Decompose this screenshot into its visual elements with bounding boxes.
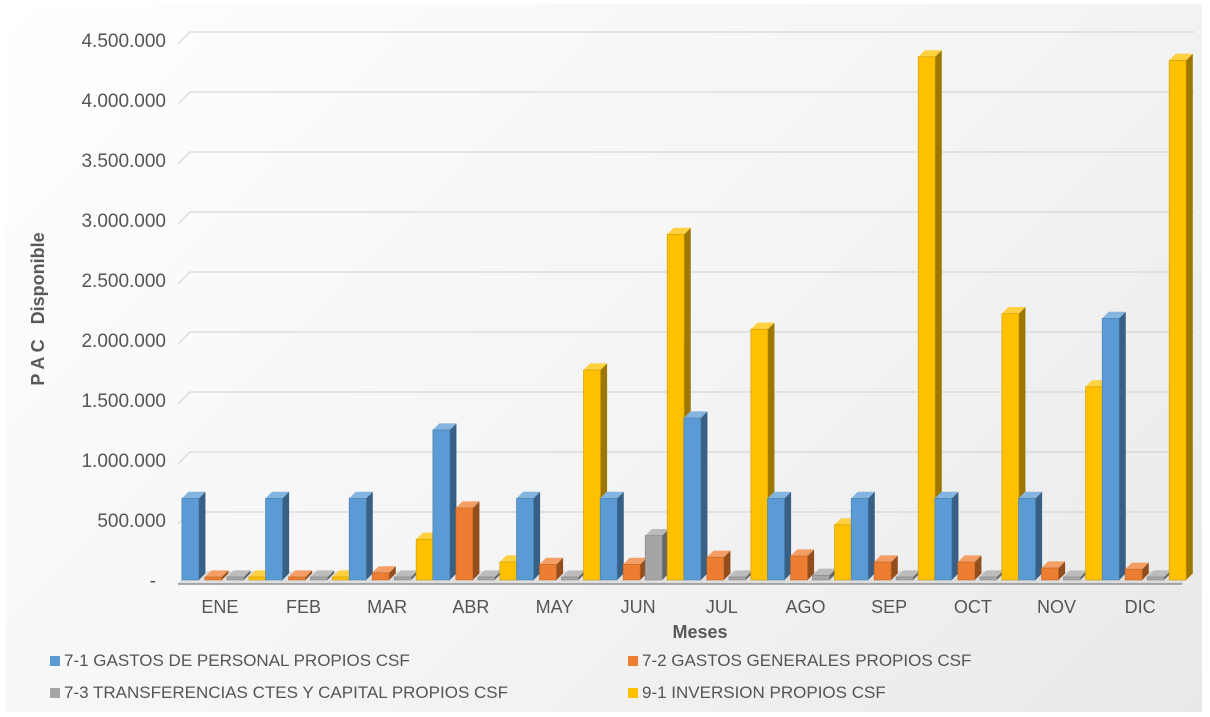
- y-axis-ticks: - 500.000 1.000.000 1.500.000 2.000.000 2.500…: [81, 31, 166, 592]
- legend-label-transferencias: 7-3 TRANSFERENCIAS CTES Y CAPITAL PROPIO…: [64, 683, 509, 702]
- y-tick-label: 3.500.000: [81, 151, 166, 172]
- gridline-diag: [177, 271, 191, 285]
- x-tick-label: MAR: [367, 597, 407, 617]
- bars: [181, 50, 1193, 581]
- y-axis-title: P A C Disponible: [28, 232, 48, 385]
- legend-item-inversion: 9-1 INVERSION PROPIOS CSF: [628, 683, 1188, 703]
- gridline-diag: [177, 331, 191, 345]
- bar-generales-sep: [873, 555, 898, 581]
- bar-generales-mar: [371, 566, 396, 581]
- bar-personal-dic: [1101, 311, 1126, 581]
- gridline-diag: [177, 211, 191, 225]
- x-tick-label: DIC: [1125, 597, 1156, 617]
- legend-item-personal: 7-1 GASTOS DE PERSONAL PROPIOS CSF: [50, 651, 628, 671]
- bar-transferencias-mar: [393, 570, 418, 581]
- bar-generales-may: [539, 557, 564, 581]
- bar-personal-abr: [432, 423, 457, 581]
- y-tick-label: 2.500.000: [81, 271, 166, 292]
- y-tick-label: 4.500.000: [81, 31, 166, 52]
- chart: - 500.000 1.000.000 1.500.000 2.000.000 2.500…: [6, 4, 1202, 712]
- y-tick-label: 4.000.000: [81, 91, 166, 112]
- x-axis-ticks: ENE FEB MAR ABR MAY JUN JUL AGO SEP OCT NOV DIC: [201, 597, 1155, 617]
- bar-personal-sep: [850, 491, 875, 581]
- bar-personal-ene: [181, 491, 206, 581]
- gridline-diag: [177, 151, 191, 165]
- legend-item-generales: 7-2 GASTOS GENERALES PROPIOS CSF: [628, 651, 1188, 671]
- gridline-diag: [177, 391, 191, 405]
- bar-personal-jun: [599, 491, 624, 581]
- bar-transferencias-ene: [226, 570, 251, 581]
- bar-generales-dic: [1124, 562, 1149, 581]
- y-tick-label: 500.000: [97, 511, 166, 532]
- legend-swatch-transferencias: [50, 688, 60, 698]
- bar-generales-jun: [622, 557, 647, 581]
- x-tick-label: NOV: [1037, 597, 1076, 617]
- gridline-diag: [177, 451, 191, 465]
- bar-personal-oct: [934, 491, 959, 581]
- bar-inversion-sep: [917, 50, 942, 581]
- y-tick-label: -: [150, 571, 156, 592]
- x-tick-label: ENE: [201, 597, 238, 617]
- bar-transferencias-feb: [310, 570, 335, 581]
- x-tick-label: JUN: [621, 597, 656, 617]
- bar-generales-abr: [455, 501, 480, 581]
- bar-transferencias-dic: [1146, 570, 1171, 581]
- bar-generales-ago: [790, 549, 815, 581]
- x-tick-label: ABR: [452, 597, 489, 617]
- legend-swatch-generales: [628, 656, 638, 666]
- chart-plot: - 500.000 1.000.000 1.500.000 2.000.000 2.500…: [28, 31, 1194, 642]
- legend-swatch-personal: [50, 656, 60, 666]
- y-tick-label: 3.000.000: [81, 211, 166, 232]
- bar-personal-feb: [265, 491, 290, 581]
- y-tick-label: 2.000.000: [81, 331, 166, 352]
- x-tick-label: JUL: [706, 597, 738, 617]
- bar-inversion-dic: [1168, 53, 1193, 581]
- bar-personal-nov: [1018, 491, 1043, 581]
- bar-generales-oct: [957, 555, 982, 581]
- bar-transferencias-sep: [895, 570, 920, 581]
- legend-item-transferencias: 7-3 TRANSFERENCIAS CTES Y CAPITAL PROPIO…: [50, 683, 628, 703]
- x-tick-label: FEB: [286, 597, 321, 617]
- bar-personal-jul: [683, 411, 708, 581]
- bar-transferencias-ago: [812, 568, 837, 581]
- gridline-diag: [177, 31, 191, 45]
- bar-generales-nov: [1041, 561, 1066, 581]
- y-tick-label: 1.000.000: [81, 451, 166, 472]
- bar-personal-mar: [348, 491, 373, 581]
- bar-personal-ago: [767, 491, 792, 581]
- bar-transferencias-jun: [644, 529, 669, 581]
- x-tick-label: MAY: [536, 597, 574, 617]
- x-tick-label: OCT: [954, 597, 992, 617]
- legend-swatch-inversion: [628, 688, 638, 698]
- legend-label-inversion: 9-1 INVERSION PROPIOS CSF: [642, 683, 886, 702]
- x-tick-label: AGO: [785, 597, 825, 617]
- legend-label-generales: 7-2 GASTOS GENERALES PROPIOS CSF: [642, 651, 972, 670]
- bar-generales-jul: [706, 550, 731, 581]
- bar-personal-may: [516, 491, 541, 581]
- y-tick-label: 1.500.000: [81, 391, 166, 412]
- legend-label-personal: 7-1 GASTOS DE PERSONAL PROPIOS CSF: [64, 651, 410, 670]
- legend: 7-1 GASTOS DE PERSONAL PROPIOS CSF 7-2 G…: [50, 645, 1198, 709]
- gridline-diag: [177, 91, 191, 105]
- bar-generales-ene: [204, 570, 229, 581]
- x-axis-title: Meses: [672, 622, 727, 642]
- bar-generales-feb: [288, 570, 313, 581]
- x-tick-label: SEP: [871, 597, 907, 617]
